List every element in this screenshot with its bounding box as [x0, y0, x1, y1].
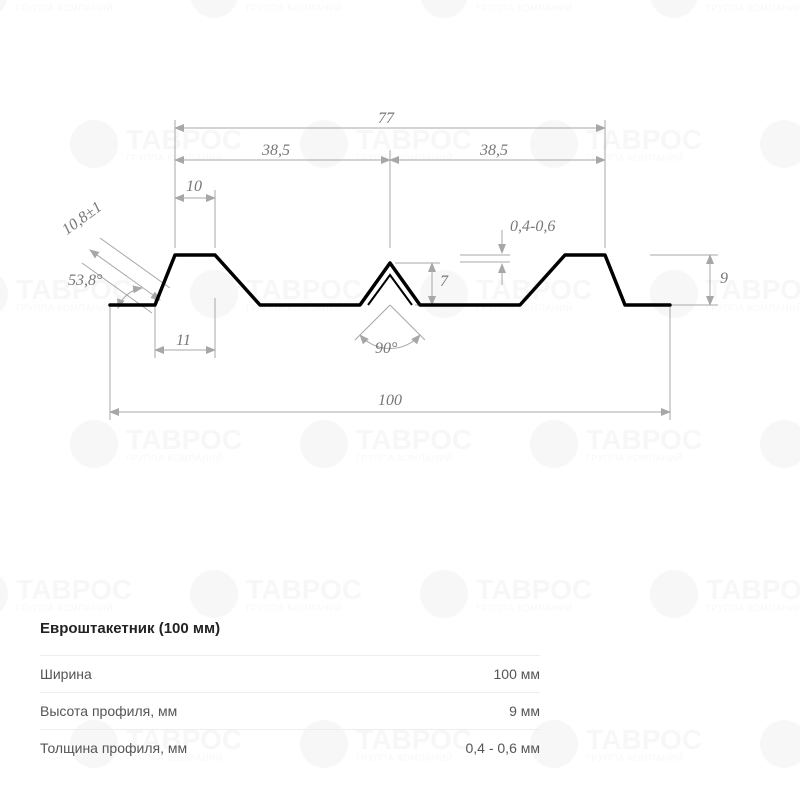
technical-drawing: 77 38,5 38,5 10 10,8±1 53,8° 11 90° 7 0,…	[0, 0, 800, 560]
profile-center-inner	[368, 275, 412, 305]
spec-row: Толщина профиля, мм 0,4 - 0,6 мм	[40, 729, 540, 766]
dim-center-angle: 90°	[375, 340, 397, 358]
spec-row: Высота профиля, мм 9 мм	[40, 692, 540, 729]
spec-value: 100 мм	[494, 666, 541, 682]
spec-label: Ширина	[40, 666, 92, 682]
dim-top-span: 77	[378, 110, 394, 128]
dim-half-left: 38,5	[262, 142, 290, 160]
dim-right-height: 9	[720, 270, 728, 288]
watermark: ТАВРОСГРУППА КОМПАНИЙ	[420, 570, 592, 618]
spec-label: Толщина профиля, мм	[40, 740, 187, 756]
extension-lines	[110, 120, 718, 420]
watermark: ТАВРОСГРУППА КОМПАНИЙ	[760, 720, 800, 768]
spec-title: Евроштакетник (100 мм)	[40, 620, 540, 637]
profile-outline	[110, 255, 670, 305]
spec-value: 0,4 - 0,6 мм	[465, 740, 540, 756]
dim-total-width: 100	[378, 392, 402, 410]
dim-left-bottom: 11	[176, 332, 191, 350]
dim-center-height: 7	[440, 273, 448, 291]
spec-value: 9 мм	[509, 703, 540, 719]
spec-label: Высота профиля, мм	[40, 703, 177, 719]
watermark: ТАВРОСГРУППА КОМПАНИЙ	[650, 570, 800, 618]
dim-thickness: 0,4-0,6	[510, 218, 555, 236]
spec-table: Евроштакетник (100 мм) Ширина 100 мм Высот…	[40, 620, 540, 766]
dim-left-angle: 53,8°	[68, 272, 102, 290]
watermark: ТАВРОСГРУППА КОМПАНИЙ	[530, 720, 702, 768]
profile-svg	[0, 0, 800, 560]
dim-half-right: 38,5	[480, 142, 508, 160]
watermark: ТАВРОСГРУППА КОМПАНИЙ	[0, 570, 132, 618]
spec-row: Ширина 100 мм	[40, 655, 540, 692]
dim-flat-top: 10	[186, 178, 202, 196]
watermark: ТАВРОСГРУППА КОМПАНИЙ	[190, 570, 362, 618]
